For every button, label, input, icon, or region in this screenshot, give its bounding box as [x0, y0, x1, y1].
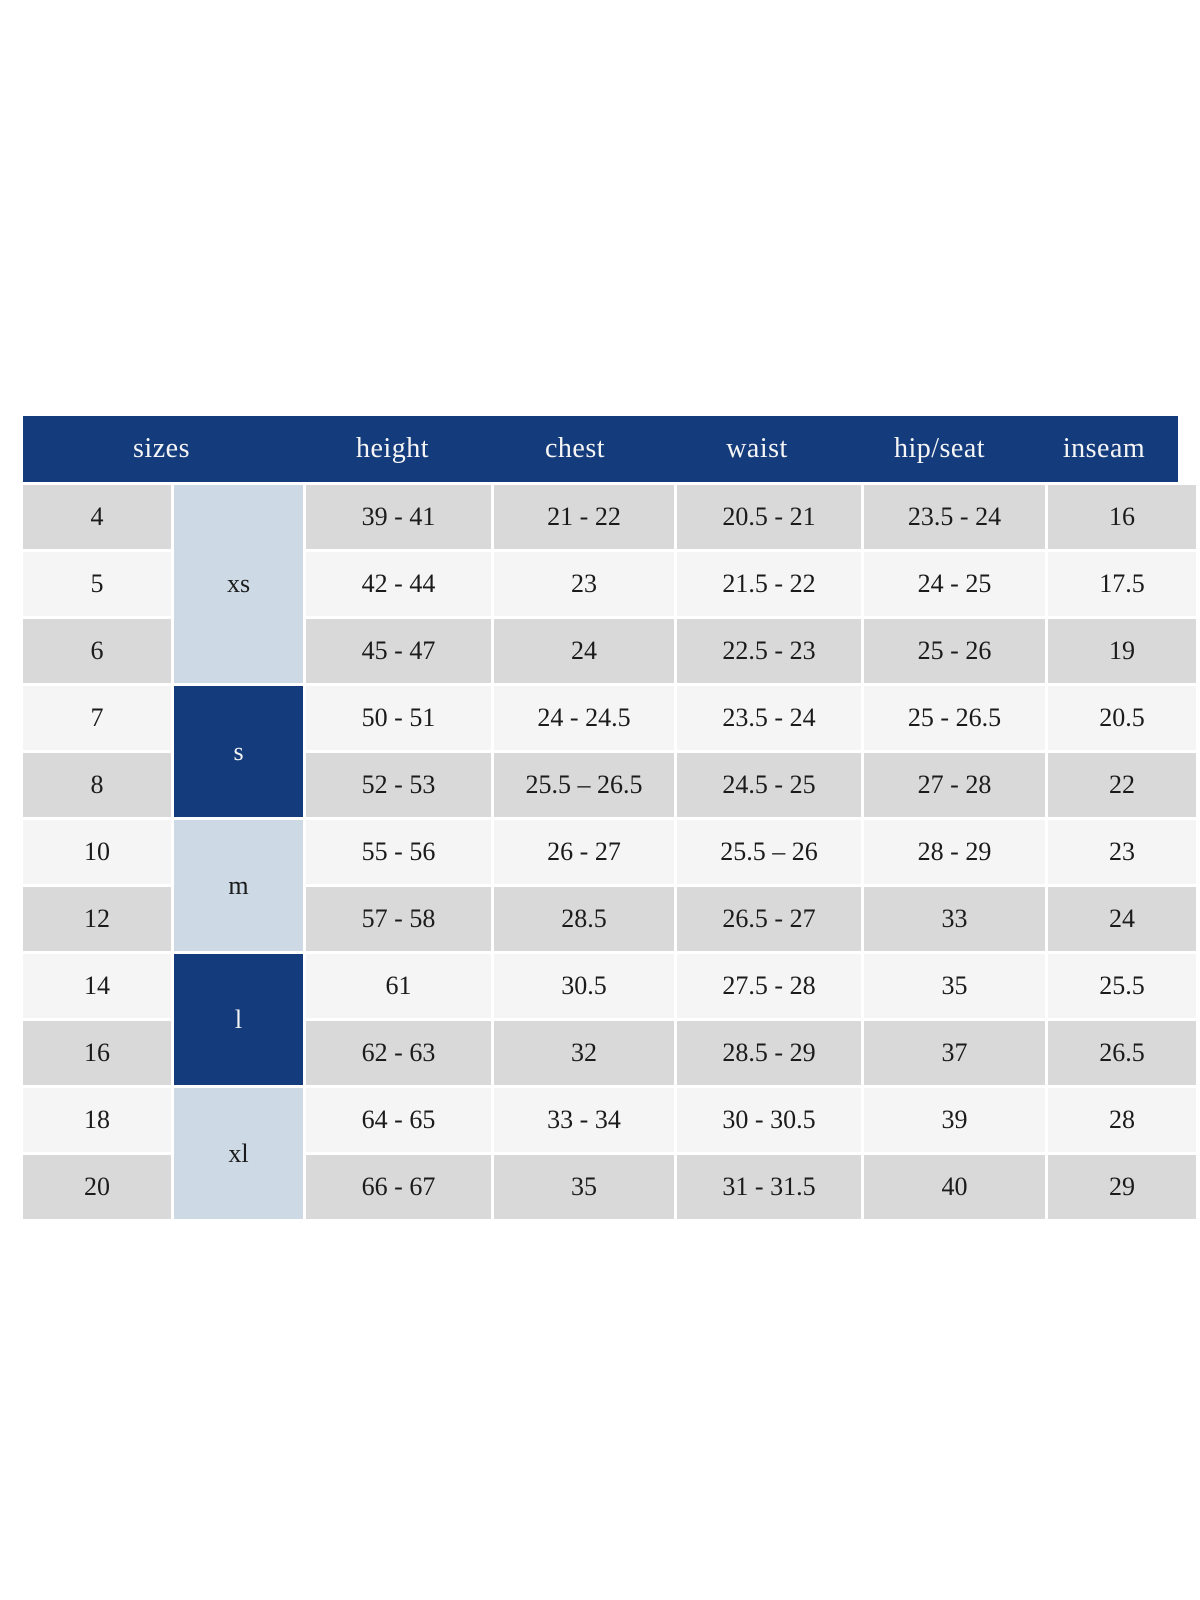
waist-cell: 27.5 - 28: [677, 954, 861, 1018]
header-waist: waist: [726, 433, 788, 464]
waist-cell: 24.5 - 25: [677, 753, 861, 817]
size-group-cell-l: l: [174, 954, 303, 1085]
size-cell-6: 6: [23, 619, 171, 683]
header-height: height: [356, 433, 429, 464]
hip-seat-cell: 39: [864, 1088, 1045, 1152]
hip-seat-cell: 35: [864, 954, 1045, 1018]
hip-seat-cell: 28 - 29: [864, 820, 1045, 884]
chest-cell: 26 - 27: [494, 820, 674, 884]
height-cell: 39 - 41: [306, 485, 491, 549]
height-cell: 50 - 51: [306, 686, 491, 750]
size-cell-18: 18: [23, 1088, 171, 1152]
size-group-cell-m: m: [174, 820, 303, 951]
size-cell-5: 5: [23, 552, 171, 616]
waist-cell: 23.5 - 24: [677, 686, 861, 750]
hip-seat-cell: 37: [864, 1021, 1045, 1085]
inseam-cell: 29: [1048, 1155, 1196, 1219]
size-cell-10: 10: [23, 820, 171, 884]
size-group-cell-s: s: [174, 686, 303, 817]
height-cell: 42 - 44: [306, 552, 491, 616]
chest-cell: 35: [494, 1155, 674, 1219]
waist-cell: 25.5 – 26: [677, 820, 861, 884]
size-cell-14: 14: [23, 954, 171, 1018]
size-cell-8: 8: [23, 753, 171, 817]
size-group-cell-xs: xs: [174, 485, 303, 683]
chest-cell: 28.5: [494, 887, 674, 951]
waist-cell: 22.5 - 23: [677, 619, 861, 683]
size-group-cell-xl: xl: [174, 1088, 303, 1219]
hip-seat-cell: 25 - 26: [864, 619, 1045, 683]
waist-cell: 28.5 - 29: [677, 1021, 861, 1085]
chest-cell: 24: [494, 619, 674, 683]
waist-cell: 26.5 - 27: [677, 887, 861, 951]
inseam-cell: 26.5: [1048, 1021, 1196, 1085]
inseam-cell: 20.5: [1048, 686, 1196, 750]
waist-cell: 31 - 31.5: [677, 1155, 861, 1219]
height-cell: 57 - 58: [306, 887, 491, 951]
size-cell-16: 16: [23, 1021, 171, 1085]
height-cell: 64 - 65: [306, 1088, 491, 1152]
inseam-cell: 17.5: [1048, 552, 1196, 616]
header-chest: chest: [544, 433, 606, 464]
inseam-cell: 28: [1048, 1088, 1196, 1152]
chest-cell: 30.5: [494, 954, 674, 1018]
size-cell-7: 7: [23, 686, 171, 750]
size-chart: sizes height chest waist hip/seat inseam…: [23, 416, 1196, 1219]
inseam-cell: 19: [1048, 619, 1196, 683]
hip-seat-cell: 40: [864, 1155, 1045, 1219]
chest-cell: 33 - 34: [494, 1088, 674, 1152]
size-chart-body: 4 xs 39 - 41 21 - 22 20.5 - 21 23.5 - 24 16 5 42…: [23, 485, 1196, 1219]
height-cell: 55 - 56: [306, 820, 491, 884]
hip-seat-cell: 33: [864, 887, 1045, 951]
inseam-cell: 25.5: [1048, 954, 1196, 1018]
header-inseam: inseam: [1062, 433, 1146, 464]
inseam-cell: 23: [1048, 820, 1196, 884]
hip-seat-cell: 24 - 25: [864, 552, 1045, 616]
chest-cell: 24 - 24.5: [494, 686, 674, 750]
size-chart-header-row: sizes height chest waist hip/seat inseam: [23, 416, 1178, 482]
chest-cell: 25.5 – 26.5: [494, 753, 674, 817]
size-cell-4: 4: [23, 485, 171, 549]
chest-cell: 23: [494, 552, 674, 616]
height-cell: 62 - 63: [306, 1021, 491, 1085]
chest-cell: 32: [494, 1021, 674, 1085]
hip-seat-cell: 23.5 - 24: [864, 485, 1045, 549]
chest-cell: 21 - 22: [494, 485, 674, 549]
height-cell: 61: [306, 954, 491, 1018]
size-cell-12: 12: [23, 887, 171, 951]
hip-seat-cell: 25 - 26.5: [864, 686, 1045, 750]
height-cell: 45 - 47: [306, 619, 491, 683]
waist-cell: 30 - 30.5: [677, 1088, 861, 1152]
size-cell-20: 20: [23, 1155, 171, 1219]
height-cell: 52 - 53: [306, 753, 491, 817]
inseam-cell: 24: [1048, 887, 1196, 951]
waist-cell: 21.5 - 22: [677, 552, 861, 616]
hip-seat-cell: 27 - 28: [864, 753, 1045, 817]
height-cell: 66 - 67: [306, 1155, 491, 1219]
header-hip-seat: hip/seat: [893, 433, 986, 464]
inseam-cell: 22: [1048, 753, 1196, 817]
inseam-cell: 16: [1048, 485, 1196, 549]
header-sizes: sizes: [133, 433, 190, 464]
waist-cell: 20.5 - 21: [677, 485, 861, 549]
